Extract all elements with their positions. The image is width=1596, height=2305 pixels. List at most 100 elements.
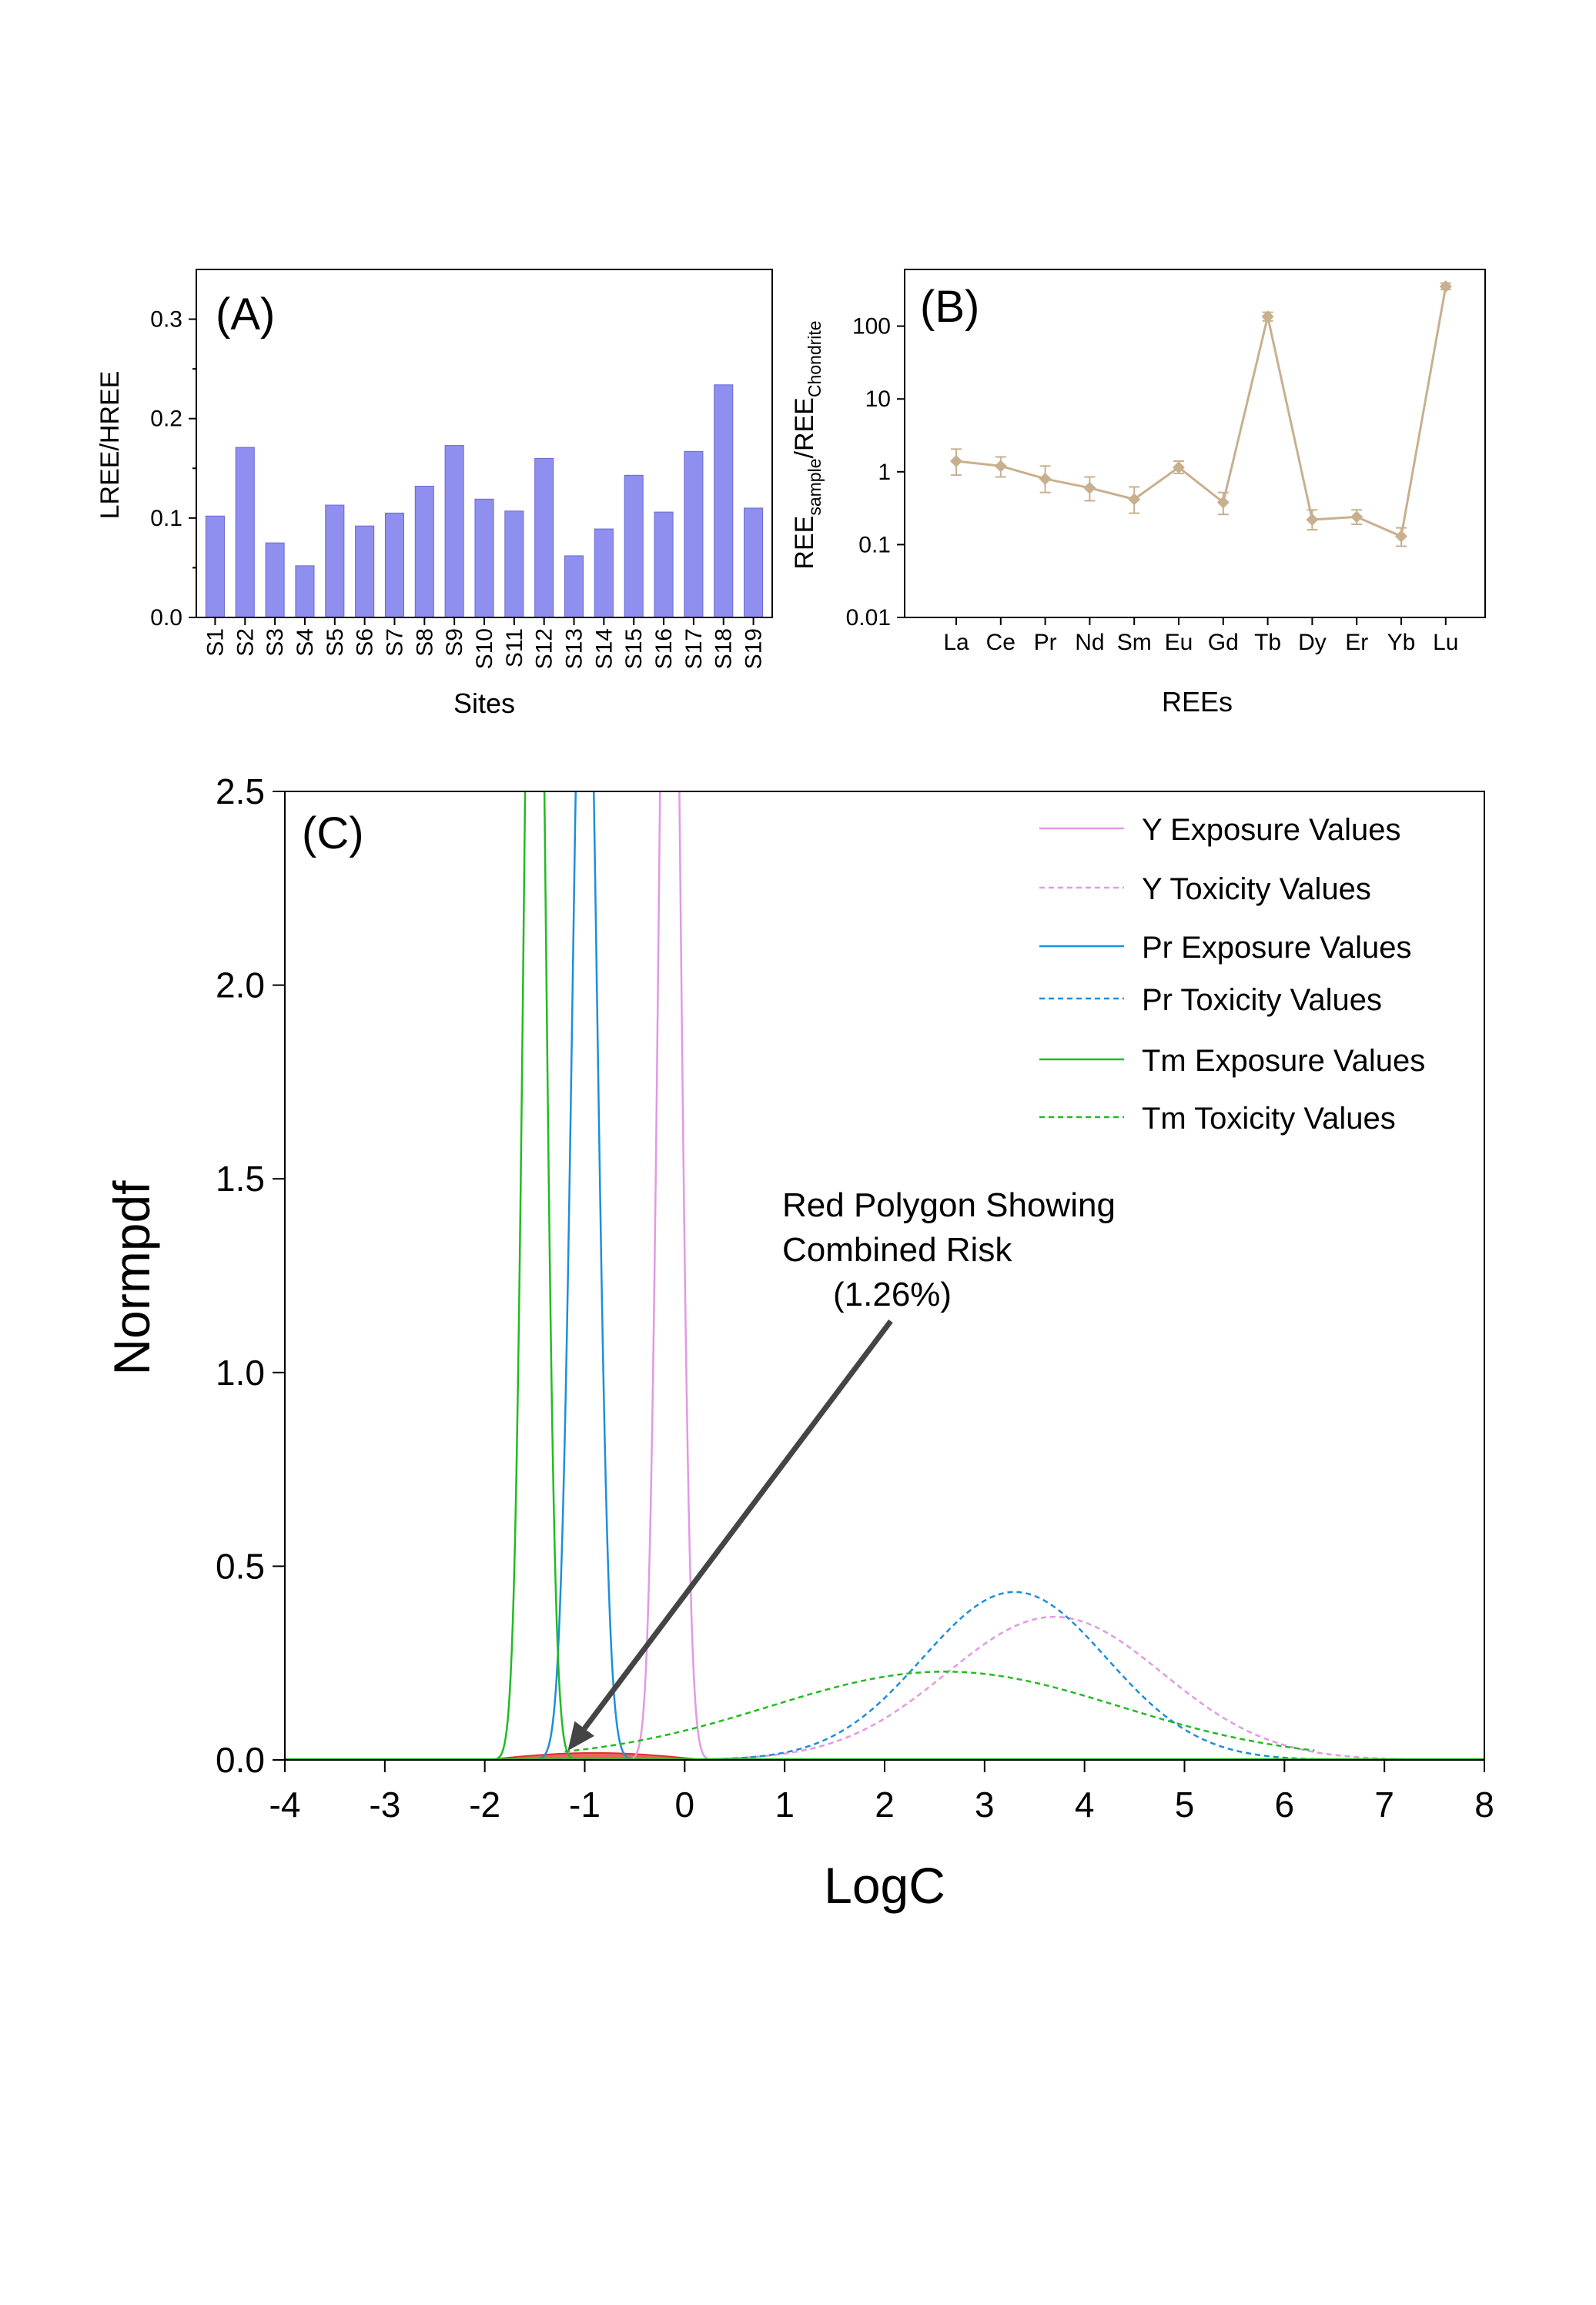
panel-b-x-axis-label: REEs <box>1162 686 1233 718</box>
point-Tb <box>1261 310 1274 323</box>
panel-a-label: (A) <box>216 289 275 340</box>
panel-b-y-ticks: 0.01 0.1 1 10 100 <box>846 314 905 631</box>
x-tick-label: S18 <box>711 628 737 669</box>
legend-label: Pr Exposure Values <box>1142 931 1412 965</box>
x-tick-label: -4 <box>269 1785 301 1825</box>
curve-tm-toxicity-values <box>564 1671 1315 1753</box>
point-Eu <box>1173 461 1185 474</box>
bar-S18 <box>714 384 734 618</box>
y-tick-label: 0.1 <box>858 532 891 557</box>
x-tick-label: Lu <box>1433 630 1458 655</box>
x-tick-label: Er <box>1345 630 1368 655</box>
y-tick-label: 0.2 <box>150 406 182 432</box>
x-tick-label: Pr <box>1034 630 1057 655</box>
x-tick-label: Eu <box>1165 630 1193 655</box>
panel-b-line-chart: (B) 0.01 0.1 1 10 100 La Ce Pr Nd Sm Eu Gd Tb Dy Er Yb… <box>790 269 1486 718</box>
annotation-line-3: (1.26%) <box>833 1276 952 1313</box>
panel-a-bar-chart: (A) 0.00.10.20.3 S1 S2 S3 S4 S5 S6 S7 S8 S9 S10 S1… <box>95 269 773 719</box>
arrow-shaft <box>582 1319 893 1731</box>
bar-S6 <box>355 525 375 618</box>
point-Ce <box>994 460 1007 473</box>
panel-c-x-ticks: -4 -3 -2 -1 0 1 2 3 4 5 6 7 8 <box>269 1760 1494 1825</box>
x-tick-label: S14 <box>591 628 617 669</box>
point-Yb <box>1395 530 1407 543</box>
bar-S10 <box>474 498 494 618</box>
x-tick-label: S19 <box>741 628 767 669</box>
panel-a-y-axis-label: LREE/HREE <box>95 371 125 520</box>
y-tick-label: 2.0 <box>216 965 265 1005</box>
panel-c-label: (C) <box>302 808 364 858</box>
x-tick-label: S9 <box>442 628 467 657</box>
panel-b-y-label-chondrite: Chondrite <box>805 320 825 397</box>
x-tick-label: Nd <box>1075 630 1104 655</box>
bar-S17 <box>684 450 704 618</box>
bar-S19 <box>744 507 764 618</box>
x-tick-label: Yb <box>1387 630 1416 655</box>
panel-b-frame <box>904 269 1486 618</box>
x-tick-label: S10 <box>472 628 497 669</box>
arrow-head <box>567 1721 594 1751</box>
x-tick-label: S2 <box>233 628 258 657</box>
y-tick-label: 100 <box>852 314 891 340</box>
panel-c-x-axis-label: LogC <box>824 1857 945 1914</box>
point-Sm <box>1128 493 1141 506</box>
y-tick-label: 1.5 <box>216 1159 265 1199</box>
y-tick-label: 10 <box>865 386 891 412</box>
x-tick-label: S16 <box>651 628 677 669</box>
bar-S13 <box>564 555 584 618</box>
annotation-arrow <box>567 1319 893 1751</box>
x-tick-label: S12 <box>532 628 557 669</box>
x-tick-label: Sm <box>1117 630 1152 655</box>
curve-pr-toxicity-values <box>704 1591 1315 1760</box>
point-La <box>950 454 962 467</box>
legend-label: Tm Exposure Values <box>1142 1044 1425 1078</box>
x-tick-label: 1 <box>775 1785 795 1825</box>
x-tick-label: S6 <box>353 628 378 657</box>
x-tick-label: 3 <box>975 1785 995 1825</box>
bar-S5 <box>325 504 345 618</box>
bar-S7 <box>384 512 405 618</box>
x-tick-label: 0 <box>675 1785 695 1825</box>
bar-S16 <box>654 511 674 618</box>
panel-a-x-axis-label: Sites <box>453 687 515 719</box>
y-tick-label: 0.1 <box>150 506 182 531</box>
x-tick-label: S1 <box>202 628 228 657</box>
panel-b-y-label-slash-ree: /REE <box>790 397 819 458</box>
bar-S4 <box>295 565 315 618</box>
curve-y-toxicity-values <box>644 1615 1484 1760</box>
x-tick-label: S8 <box>412 628 437 657</box>
ree-pattern-line <box>955 286 1447 538</box>
y-tick-label: 0.5 <box>216 1546 265 1586</box>
bar-S3 <box>265 542 285 618</box>
legend-label: Tm Toxicity Values <box>1142 1102 1396 1136</box>
y-tick-label: 0.3 <box>150 307 182 333</box>
panel-c-y-axis-label: Normpdf <box>103 1180 160 1376</box>
panel-a-y-ticks: 0.0 0.1 0.2 0.3 <box>150 307 196 631</box>
x-tick-label: Dy <box>1298 630 1327 655</box>
y-tick-label: 2.5 <box>216 771 265 811</box>
point-Dy <box>1306 514 1319 527</box>
x-tick-label: 5 <box>1175 1785 1195 1825</box>
panel-a-x-ticks: S1 S2 S3 S4 S5 S6 S7 S8 S9 S10 S11 S12 S13 S14 S15 S16 S… <box>202 617 767 669</box>
x-tick-label: Gd <box>1208 630 1239 655</box>
x-tick-label: Tb <box>1254 630 1281 655</box>
bar-S2 <box>235 447 255 618</box>
x-tick-label: 4 <box>1075 1785 1095 1825</box>
legend-label: Y Exposure Values <box>1142 813 1401 847</box>
x-tick-label: 6 <box>1275 1785 1295 1825</box>
point-Er <box>1350 510 1363 524</box>
bar-S12 <box>534 457 554 618</box>
x-tick-label: S15 <box>621 628 647 669</box>
annotation-line-2: Combined Risk <box>782 1231 1012 1269</box>
point-Pr <box>1039 472 1052 485</box>
panel-c-y-ticks: 0.0 0.5 1.0 1.5 2.0 2.5 <box>216 771 285 1780</box>
x-tick-label: 8 <box>1474 1785 1494 1825</box>
panel-b-x-ticks: La Ce Pr Nd Sm Eu Gd Tb Dy Er Yb Lu <box>943 617 1458 655</box>
x-tick-label: S3 <box>263 628 288 657</box>
x-tick-label: S7 <box>382 628 407 657</box>
x-tick-label: -2 <box>469 1785 500 1825</box>
bar-S15 <box>624 474 644 618</box>
bar-S8 <box>414 486 434 618</box>
y-tick-label: 1.0 <box>216 1353 265 1393</box>
